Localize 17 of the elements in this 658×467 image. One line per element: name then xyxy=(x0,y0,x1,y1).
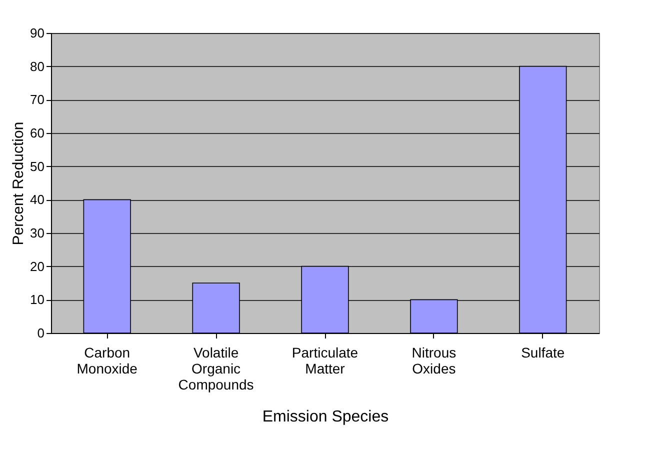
x-tick-label: Volatile Organic Compounds xyxy=(178,344,254,392)
x-tick-label: Carbon Monoxide xyxy=(76,344,138,376)
y-tick-label: 0 xyxy=(37,326,44,340)
y-tick-label: 60 xyxy=(30,126,44,140)
x-tick-label: Sulfate xyxy=(521,344,565,360)
y-tick-label: 30 xyxy=(30,226,44,240)
x-axis-title: Emission Species xyxy=(262,408,389,426)
y-axis-title: Percent Reduction xyxy=(10,122,28,246)
y-tick-label: 40 xyxy=(30,192,44,208)
x-tick-label: Particulate Matter xyxy=(292,344,358,376)
y-tick-label: 70 xyxy=(30,92,44,108)
x-tick-label: Nitrous Oxides xyxy=(412,344,456,376)
y-tick-label: 90 xyxy=(30,26,44,40)
y-tick-label: 20 xyxy=(30,258,44,274)
y-tick-label: 80 xyxy=(30,58,44,74)
y-tick-label: 50 xyxy=(30,158,44,174)
y-tick-label: 10 xyxy=(30,292,44,308)
